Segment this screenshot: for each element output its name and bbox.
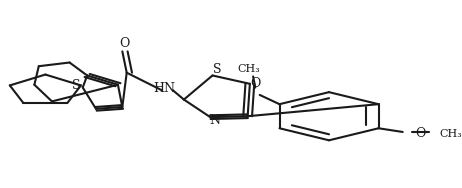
Text: N: N bbox=[209, 114, 220, 127]
Text: O: O bbox=[119, 37, 130, 51]
Text: CH₃: CH₃ bbox=[237, 64, 260, 74]
Text: S: S bbox=[72, 79, 80, 92]
Text: O: O bbox=[250, 77, 261, 90]
Text: HN: HN bbox=[153, 82, 175, 95]
Text: O: O bbox=[415, 127, 426, 140]
Text: CH₃: CH₃ bbox=[440, 129, 462, 139]
Text: S: S bbox=[213, 63, 221, 76]
